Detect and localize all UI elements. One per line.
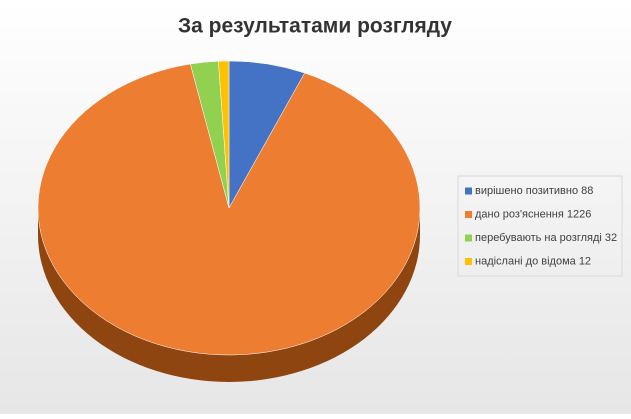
legend-box [457,175,623,277]
slice-side [38,208,420,382]
legend-swatch [465,234,472,242]
legend-label: дано роз'яснення 1226 [475,208,591,220]
legend-label: надіслані до відома 12 [475,255,591,267]
legend-swatch [465,211,472,218]
legend-swatch [465,258,472,265]
pie [37,60,421,382]
slice [218,60,230,209]
legend-label: перебувають на розгляді 32 [475,232,617,244]
slice [37,63,421,356]
legend-swatch [465,187,472,195]
legend-label: вирішено позитивно 88 [475,185,593,197]
legend: вирішено позитивно 88 дано роз'яснення 12… [465,185,617,267]
chart-title: За результатами розгляду [178,15,452,38]
